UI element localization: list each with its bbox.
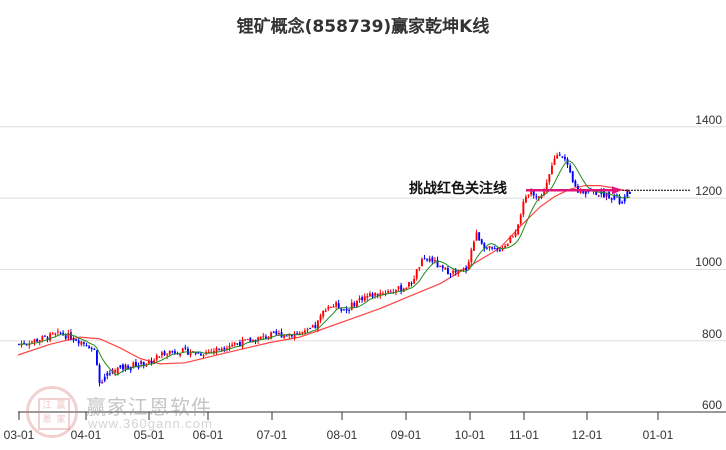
x-tick-label: 03-01	[3, 428, 35, 442]
x-tick-label: 04-01	[70, 428, 102, 442]
y-tick-label: 800	[701, 326, 722, 341]
grid-lines	[0, 126, 726, 342]
y-tick-label: 600	[701, 398, 722, 412]
annotation-arrow	[526, 186, 690, 195]
annotation-label: 挑战红色关注线	[409, 181, 507, 197]
x-tick-label: 11-01	[509, 428, 539, 442]
watermark-url: www.360gann.com	[88, 416, 213, 431]
green-ma-line	[18, 160, 631, 376]
x-tick-label: 12-01	[571, 428, 603, 442]
x-tick-label: 09-01	[390, 428, 422, 442]
y-tick-label: 1200	[695, 184, 722, 199]
x-axis	[18, 411, 726, 420]
x-tick-label: 10-01	[454, 428, 486, 442]
x-tick-label: 07-01	[256, 428, 288, 442]
x-tick-label: 01-01	[642, 428, 674, 442]
candles	[18, 151, 631, 387]
y-tick-label: 1400	[695, 112, 722, 127]
red-focus-line	[17, 185, 631, 365]
watermark-text: 赢家江恩软件	[86, 395, 212, 419]
x-tick-label: 08-01	[326, 428, 358, 442]
y-tick-label: 1000	[695, 255, 722, 270]
x-tick-label: 06-01	[192, 428, 224, 442]
x-tick-label: 05-01	[133, 428, 165, 442]
chart-title: 锂矿概念(858739)赢家乾坤K线	[236, 17, 490, 37]
watermark-seal-icon: 江赢 恩家	[26, 386, 78, 438]
